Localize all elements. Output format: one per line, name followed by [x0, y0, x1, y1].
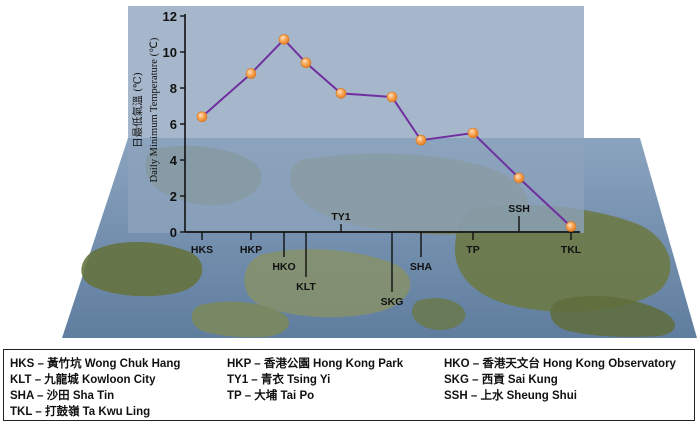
x-tick-label-hks: HKS — [191, 244, 213, 256]
legend-code: TKL — [10, 406, 33, 418]
legend-code: HKP — [227, 358, 252, 370]
legend-description: – 香港公園 Hong Kong Park — [251, 358, 404, 370]
legend-item-tp: TP – 大埔 Tai Po — [227, 387, 314, 403]
x-tick-label-sha: SHA — [410, 261, 433, 273]
map-land-hk-island — [191, 301, 289, 338]
legend-description: – 大埔 Tai Po — [241, 390, 315, 402]
point-tkl — [565, 221, 577, 232]
map-land-islands — [412, 298, 466, 330]
legend-description: – 九龍城 Kowloon City — [31, 374, 156, 386]
point-klt — [300, 57, 312, 69]
y-tick-label: 12 — [163, 9, 177, 24]
legend-description: – 沙田 Sha Tin — [33, 390, 115, 402]
legend-code: SHA — [10, 390, 34, 402]
y-axis-label-chinese: 日最低氣溫 (℃) — [131, 72, 144, 148]
temperature-line — [201, 37, 572, 228]
legend-code: SKG — [444, 374, 469, 386]
y-tick-label: 10 — [163, 45, 177, 60]
plot-background — [128, 6, 584, 233]
point-ty1 — [335, 88, 347, 99]
legend-description: – 青衣 Tsing Yi — [248, 374, 331, 386]
y-axis: 0 2 4 6 8 10 12 — [163, 9, 186, 240]
x-tick-label-skg: SKG — [381, 296, 404, 308]
legend-item-klt: KLT – 九龍城 Kowloon City — [10, 371, 155, 387]
legend-description: – 上水 Sheung Shui — [467, 390, 577, 402]
map-land-southeast — [550, 295, 675, 337]
point-skg — [386, 91, 398, 103]
point-sha — [415, 134, 427, 146]
y-axis-label: Daily Minimum Temperature (℃) — [149, 37, 160, 182]
legend-code: TP — [227, 390, 242, 402]
legend-item-ty1: TY1 – 青衣 Tsing Yi — [227, 371, 330, 387]
legend-code: HKS — [10, 358, 35, 370]
y-tick-label: 6 — [170, 117, 177, 132]
legend-description: – 黃竹坑 Wong Chuk Hang — [34, 358, 181, 370]
legend-code: HKO — [444, 358, 470, 370]
legend-item-tkl: TKL – 打鼓嶺 Ta Kwu Ling — [10, 403, 150, 419]
legend-item-sha: SHA – 沙田 Sha Tin — [10, 387, 114, 403]
legend-item-skg: SKG – 西貢 Sai Kung — [444, 371, 558, 387]
series-line — [201, 37, 572, 228]
x-tick-label-tkl: TKL — [561, 244, 582, 256]
x-tick-label-tp: TP — [466, 244, 479, 256]
point-tp — [467, 127, 479, 139]
legend-description: – 西貢 Sai Kung — [468, 374, 558, 386]
map-land-central — [244, 249, 411, 318]
map-land-lantau — [81, 241, 203, 297]
legend-code: KLT — [10, 374, 32, 386]
legend-item-hkp: HKP – 香港公園 Hong Kong Park — [227, 355, 403, 371]
legend-item-ssh: SSH – 上水 Sheung Shui — [444, 387, 577, 403]
y-tick-label: 0 — [170, 225, 177, 240]
station-legend: HKS – 黃竹坑 Wong Chuk Hang HKP – 香港公園 Hong … — [3, 349, 695, 421]
point-ssh — [513, 172, 525, 184]
legend-item-hko: HKO – 香港天文台 Hong Kong Observatory — [444, 355, 676, 371]
y-tick-label: 4 — [170, 153, 178, 168]
x-tick-label-hko: HKO — [272, 261, 295, 273]
legend-description: – 香港天文台 Hong Kong Observatory — [469, 358, 676, 370]
y-tick-label: 2 — [170, 189, 177, 204]
point-hkp — [245, 68, 257, 79]
x-tick-label-hkp: HKP — [240, 244, 262, 256]
legend-item-hks: HKS – 黃竹坑 Wong Chuk Hang — [10, 355, 180, 371]
legend-code: TY1 — [227, 374, 249, 386]
point-hko — [278, 34, 290, 45]
legend-description: – 打鼓嶺 Ta Kwu Ling — [32, 406, 151, 418]
x-tick-label-ssh: SSH — [508, 203, 530, 215]
series-points — [196, 34, 577, 232]
legend-code: SSH — [444, 390, 468, 402]
point-hks — [196, 111, 208, 123]
x-tick-label-ty1: TY1 — [331, 211, 350, 223]
y-tick-label: 8 — [170, 81, 177, 96]
x-tick-label-klt: KLT — [296, 281, 316, 293]
